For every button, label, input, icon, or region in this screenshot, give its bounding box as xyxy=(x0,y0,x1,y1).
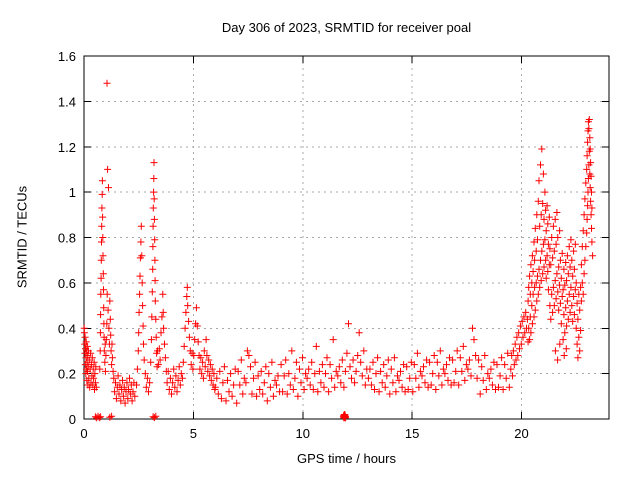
scatter-points xyxy=(80,79,597,422)
y-tick-label: 0 xyxy=(69,412,76,427)
plot-border xyxy=(83,55,610,420)
x-tick-label: 5 xyxy=(190,426,197,441)
y-axis-label: SRMTID / TECUs xyxy=(14,185,30,289)
y-tick-label: 1.4 xyxy=(58,94,76,109)
y-tick-label: 0.2 xyxy=(58,367,76,382)
y-tick-label: 0.8 xyxy=(58,231,76,246)
y-tick-label: 0.6 xyxy=(58,276,76,291)
x-tick-label: 10 xyxy=(296,426,310,441)
x-tick-label: 20 xyxy=(514,426,528,441)
y-tick-label: 1.2 xyxy=(58,140,76,155)
y-tick-label: 0.4 xyxy=(58,321,76,336)
x-tick-label: 15 xyxy=(405,426,419,441)
x-axis-label: GPS time / hours xyxy=(297,451,396,466)
y-tick-label: 1.6 xyxy=(58,49,76,64)
y-tick-label: 1 xyxy=(69,185,76,200)
x-tick-label: 0 xyxy=(80,426,87,441)
chart-title: Day 306 of 2023, SRMTID for receiver poa… xyxy=(221,20,472,35)
